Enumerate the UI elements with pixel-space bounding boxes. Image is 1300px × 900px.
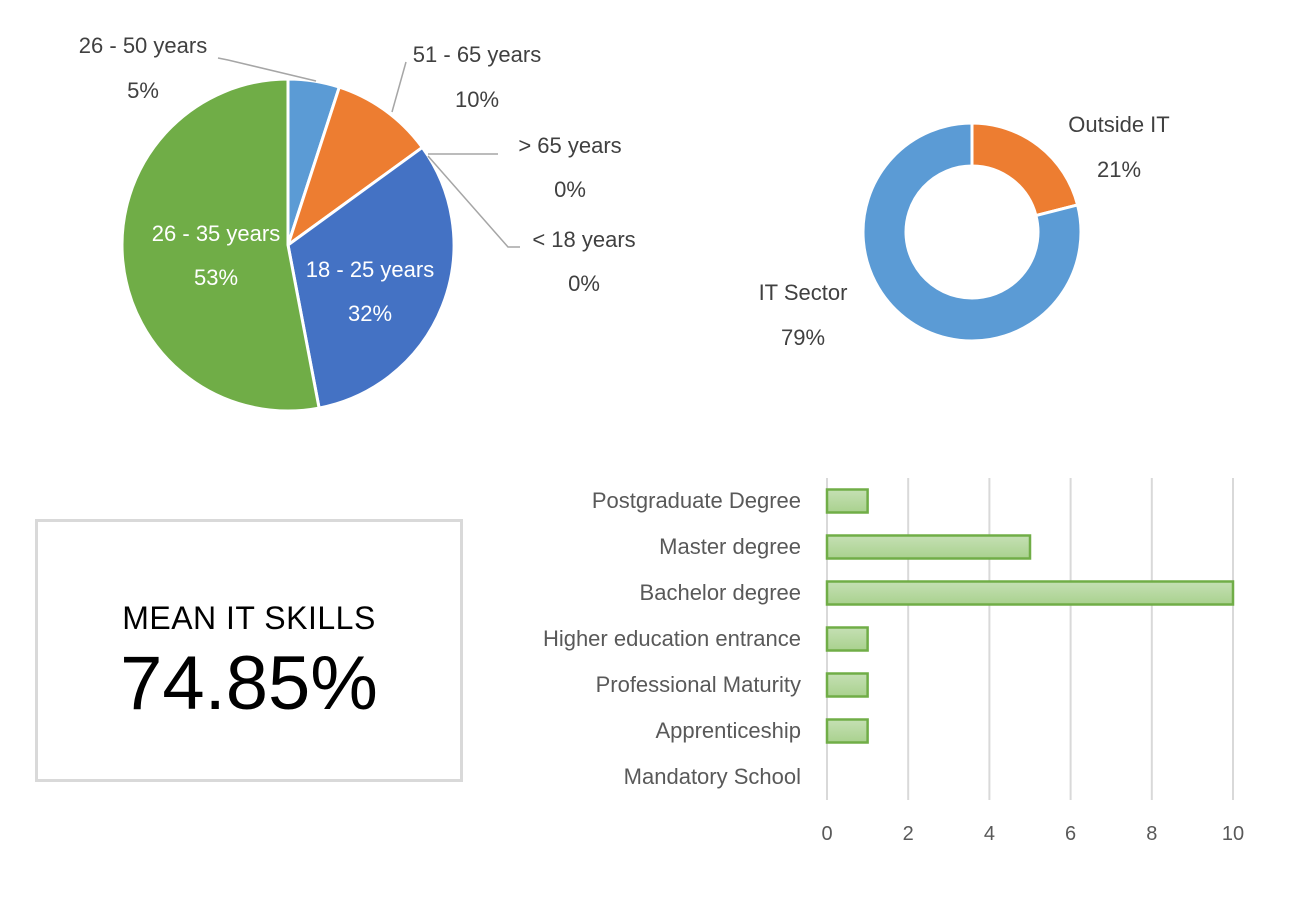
pie-slice-value: 53% (194, 265, 238, 290)
pie-slice-label: > 65 years (518, 133, 621, 158)
bar (825, 672, 869, 698)
donut-segment-value: 79% (781, 325, 825, 350)
leader-line (217, 57, 317, 82)
bar (825, 534, 1032, 560)
x-tick-label: 10 (1222, 823, 1244, 845)
pie-slice-label: 26 - 35 years (152, 221, 280, 246)
donut-segment (970, 121, 1080, 218)
y-category-label: Master degree (659, 534, 801, 559)
kpi-value: 74.85% (120, 641, 378, 726)
pie-slice (286, 145, 456, 410)
y-category-label: Bachelor degree (640, 580, 801, 605)
leader-line (427, 155, 520, 248)
pie-slice-value: 10% (455, 87, 499, 112)
pie-slice-label: 26 - 50 years (79, 33, 207, 58)
pie-slice-label: < 18 years (532, 227, 635, 252)
bar (825, 718, 869, 744)
x-tick-label: 6 (1065, 823, 1076, 845)
age-pie-chart: 26 - 50 years 5% 51 - 65 years 10% > 65 year… (79, 33, 636, 413)
y-category-label: Higher education entrance (543, 626, 801, 651)
x-tick-label: 0 (821, 823, 832, 845)
y-category-label: Postgraduate Degree (592, 488, 801, 513)
y-category-label: Apprenticeship (655, 718, 801, 743)
bar (825, 488, 869, 514)
leader-line (391, 61, 407, 113)
pie-slice-value: 0% (554, 177, 586, 202)
kpi-title: MEAN IT SKILLS (122, 600, 376, 636)
pie-slice-value: 0% (568, 271, 600, 296)
y-category-label: Mandatory School (624, 764, 801, 789)
pie-slice-label: 51 - 65 years (413, 42, 541, 67)
x-tick-label: 8 (1146, 823, 1157, 845)
donut-segment-value: 21% (1097, 157, 1141, 182)
donut-segment-label: IT Sector (759, 280, 848, 305)
mean-it-skills-card: MEAN IT SKILLS 74.85% (35, 519, 463, 782)
x-tick-label: 4 (984, 823, 995, 845)
donut-segment-label: Outside IT (1068, 112, 1169, 137)
sector-donut-chart: Outside IT 21% IT Sector 79% (759, 112, 1170, 350)
pie-slice (120, 77, 321, 413)
pie-slice-value: 5% (127, 78, 159, 103)
pie-slice (285, 85, 425, 249)
x-tick-label: 2 (903, 823, 914, 845)
bar (825, 626, 869, 652)
bar (825, 580, 1235, 606)
donut-segment (861, 121, 1083, 343)
y-category-label: Professional Maturity (596, 672, 801, 697)
pie-slice-label: 18 - 25 years (306, 257, 434, 282)
education-bar-chart: 0 2 4 6 8 10 Postgraduate Degree Master degree B… (543, 478, 1244, 845)
pie-slice-value: 32% (348, 301, 392, 326)
